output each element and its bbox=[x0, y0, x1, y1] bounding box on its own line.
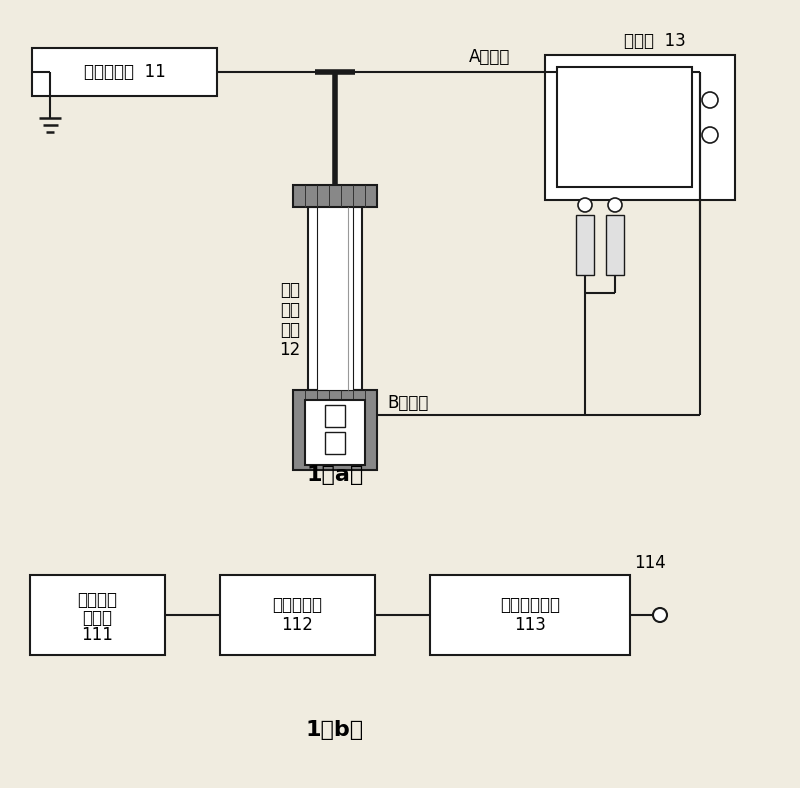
Circle shape bbox=[608, 198, 622, 212]
Text: 生成器: 生成器 bbox=[82, 609, 113, 627]
Bar bbox=[430, 575, 630, 655]
Text: 114: 114 bbox=[634, 554, 666, 572]
Bar bbox=[30, 575, 165, 655]
Text: 12: 12 bbox=[278, 341, 300, 359]
Bar bbox=[293, 185, 377, 207]
Text: 直流电压: 直流电压 bbox=[78, 591, 118, 609]
Text: 阻分: 阻分 bbox=[280, 301, 300, 319]
Text: 1（a）: 1（a） bbox=[306, 465, 364, 485]
Text: 方波发生器  11: 方波发生器 11 bbox=[84, 63, 166, 81]
Circle shape bbox=[702, 92, 718, 108]
Bar bbox=[606, 215, 624, 275]
Bar bbox=[220, 575, 375, 655]
Text: 高压气体开关: 高压气体开关 bbox=[500, 596, 560, 614]
Bar bbox=[308, 207, 362, 390]
Text: 压器: 压器 bbox=[280, 321, 300, 339]
Text: 1（b）: 1（b） bbox=[306, 720, 364, 740]
Circle shape bbox=[653, 608, 667, 622]
Text: 示波器  13: 示波器 13 bbox=[624, 32, 686, 50]
Bar bbox=[325, 405, 345, 427]
Bar bbox=[325, 432, 345, 454]
Text: 111: 111 bbox=[82, 626, 114, 644]
Bar bbox=[576, 215, 594, 275]
Text: 113: 113 bbox=[514, 616, 546, 634]
Text: 脉冲形成线: 脉冲形成线 bbox=[273, 596, 322, 614]
Text: B路输入: B路输入 bbox=[387, 394, 428, 412]
Bar bbox=[545, 55, 735, 200]
Circle shape bbox=[578, 198, 592, 212]
Text: A路输入: A路输入 bbox=[470, 48, 510, 66]
Bar bbox=[305, 400, 365, 465]
Bar bbox=[317, 207, 353, 390]
Bar bbox=[293, 390, 377, 470]
Bar bbox=[557, 67, 692, 187]
Circle shape bbox=[702, 127, 718, 143]
Text: 112: 112 bbox=[282, 616, 314, 634]
Text: 水电: 水电 bbox=[280, 281, 300, 299]
Bar bbox=[32, 48, 217, 96]
